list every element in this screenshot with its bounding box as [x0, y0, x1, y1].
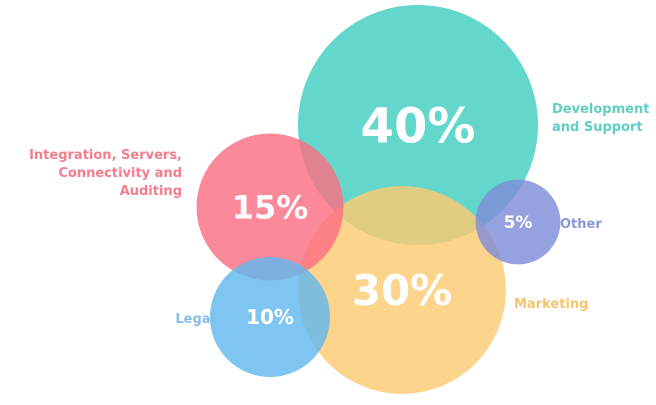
value-label-development: 40%: [361, 98, 476, 154]
bubble-other: [475, 179, 561, 265]
bubble-integration: [196, 133, 344, 281]
bubble-marketing: [298, 186, 506, 394]
value-label-other: 5%: [504, 213, 533, 233]
value-label-marketing: 30%: [352, 266, 453, 315]
bubble-layer: [196, 5, 561, 394]
category-label-line: Connectivity and: [58, 166, 182, 181]
value-label-integration: 15%: [232, 189, 309, 227]
category-label-line: and Support: [552, 120, 643, 135]
category-label-line: Auditing: [120, 184, 182, 199]
bubble-legal: [210, 257, 330, 377]
bubble-development: [298, 5, 538, 245]
category-label-other: Other: [560, 217, 602, 232]
category-label-integration: Integration, Servers, Connectivity and Aud…: [29, 148, 182, 199]
category-label-legal: Legal: [175, 312, 215, 327]
category-label-layer: Development and Support Marketing Integrati…: [29, 102, 649, 327]
value-label-legal: 10%: [246, 305, 294, 329]
category-label-line: Legal: [175, 312, 215, 327]
category-label-line: Marketing: [514, 297, 588, 312]
category-label-marketing: Marketing: [514, 297, 588, 312]
category-label-line: Other: [560, 217, 602, 232]
category-label-line: Development: [552, 102, 649, 117]
value-label-layer: 40% 30% 15% 10% 5%: [232, 98, 533, 329]
category-label-line: Integration, Servers,: [29, 148, 182, 163]
category-label-development: Development and Support: [552, 102, 649, 135]
